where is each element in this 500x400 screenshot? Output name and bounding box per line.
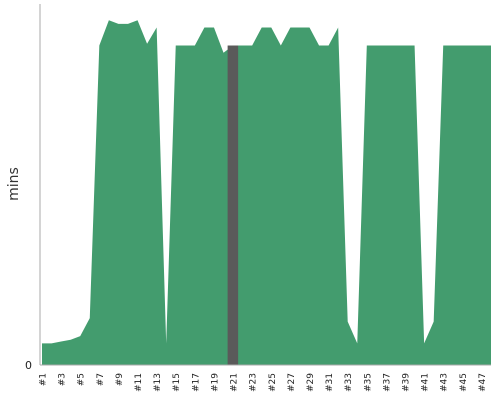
x-tick-label: #5 — [77, 373, 87, 386]
plot-area — [42, 20, 491, 365]
x-tick-label: #47 — [478, 373, 488, 392]
x-tick-label: #1 — [39, 373, 49, 386]
x-tick-label: #41 — [421, 373, 431, 392]
x-tick-label: #27 — [287, 373, 297, 392]
x-tick-label: #3 — [58, 373, 68, 386]
x-tick-label: #29 — [306, 373, 316, 392]
x-tick-label: #9 — [115, 373, 125, 387]
y-axis-label: mins — [6, 167, 22, 201]
x-tick-label: #39 — [402, 373, 412, 392]
x-tick-label: #7 — [96, 373, 106, 386]
x-tick-label: #31 — [325, 373, 335, 392]
x-tick-label: #23 — [249, 373, 259, 392]
x-tick-label: #17 — [191, 373, 201, 392]
x-tick-label: #25 — [268, 373, 278, 392]
x-tick-label: #11 — [134, 373, 144, 392]
x-tick-label: #15 — [172, 373, 182, 392]
x-tick-label: #35 — [363, 373, 373, 392]
x-tick-label: #37 — [382, 373, 392, 392]
x-tick-label: #33 — [344, 373, 354, 392]
x-tick-label: #13 — [153, 373, 163, 392]
x-tick-label: #45 — [459, 373, 469, 392]
series-area — [42, 20, 491, 365]
x-tick-label: #21 — [230, 373, 240, 392]
x-tick-label: #43 — [440, 373, 450, 392]
highlighted-bar[interactable] — [227, 45, 239, 365]
y-tick-label: 0 — [25, 359, 32, 372]
x-tick-label: #19 — [210, 373, 220, 392]
x-axis-ticks: #1 #3 #5 #7 #9 #11 #13 #15 #17 #19 #21 #23 #25 #27 #29… — [39, 373, 488, 392]
